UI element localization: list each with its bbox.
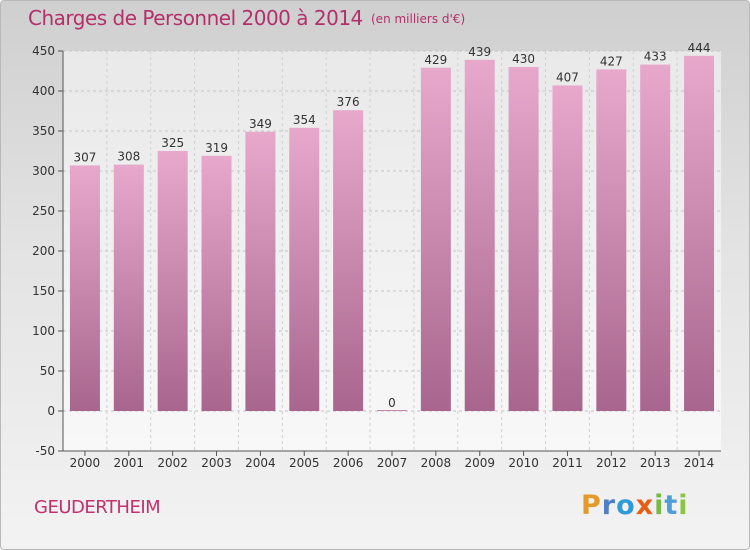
data-label-2003: 319	[205, 141, 228, 155]
y-tick-label: -50	[35, 444, 55, 458]
bar-2008	[420, 67, 451, 412]
data-label-2014: 444	[688, 41, 711, 55]
bar-2010	[508, 67, 539, 411]
x-tick-label-2006: 2006	[333, 456, 364, 470]
logo-letter: i	[654, 490, 665, 521]
y-tick-label: 350	[32, 124, 55, 138]
town-name: GEUDERTHEIM	[34, 497, 161, 518]
x-tick-label-2004: 2004	[245, 456, 276, 470]
y-tick-label: 250	[32, 204, 55, 218]
logo-letter: P	[581, 490, 602, 521]
x-tick-label-2014: 2014	[684, 456, 715, 470]
logo-letter: i	[678, 490, 689, 521]
bar-2013	[640, 64, 671, 411]
y-tick-label: 0	[47, 404, 55, 418]
x-tick-label-2007: 2007	[377, 456, 408, 470]
data-label-2004: 349	[249, 117, 272, 131]
y-tick-label: 300	[32, 164, 55, 178]
bar-2005	[289, 127, 320, 412]
bar-2001	[113, 164, 144, 411]
bar-2006	[333, 110, 364, 411]
data-label-2009: 439	[468, 45, 491, 59]
chart-title: Charges de Personnel 2000 à 2014	[28, 6, 363, 30]
y-tick-label: 50	[40, 364, 55, 378]
bar-2007	[377, 410, 407, 411]
data-label-2007: 0	[388, 396, 396, 410]
bar-2014	[684, 55, 715, 412]
bar-2000	[69, 165, 100, 411]
y-tick-label: 200	[32, 244, 55, 258]
data-label-2006: 376	[337, 95, 360, 109]
x-tick-label-2003: 2003	[201, 456, 232, 470]
x-tick-label-2013: 2013	[640, 456, 671, 470]
bar-2009	[464, 59, 495, 412]
bar-2012	[596, 69, 627, 412]
x-tick-label-2005: 2005	[289, 456, 320, 470]
bar-2003	[201, 155, 232, 411]
axes: -50 0 50 100 150 200 250 300 350 400 450 2000 2001 20…	[32, 44, 721, 470]
proxiti-logo[interactable]: Proxiti	[581, 490, 689, 521]
x-tick-label-2000: 2000	[70, 456, 101, 470]
data-label-2010: 430	[512, 52, 535, 66]
y-tick-label: 400	[32, 84, 55, 98]
logo-letter: t	[664, 490, 679, 521]
x-tick-label-2011: 2011	[552, 456, 583, 470]
bar-2004	[245, 131, 276, 412]
bar-2002	[157, 151, 188, 411]
x-tick-label-2012: 2012	[596, 456, 627, 470]
x-tick-label-2009: 2009	[464, 456, 495, 470]
bar-2011	[552, 85, 583, 412]
data-label-2012: 427	[600, 54, 623, 68]
data-label-2005: 354	[293, 113, 316, 127]
data-labels: 307 308 325 319 349 354 376 0 429 439 430 407 427 433…	[73, 41, 710, 410]
x-tick-label-2001: 2001	[114, 456, 145, 470]
bars	[69, 55, 715, 412]
data-label-2013: 433	[644, 50, 667, 64]
data-label-2002: 325	[161, 136, 184, 150]
data-label-2001: 308	[117, 150, 140, 164]
y-tick-label: 450	[32, 44, 55, 58]
x-tick-label-2002: 2002	[157, 456, 188, 470]
logo-letter: r	[601, 490, 617, 521]
y-tick-label: 100	[32, 324, 55, 338]
data-label-2011: 407	[556, 70, 579, 84]
x-tick-label-2008: 2008	[421, 456, 452, 470]
data-label-2000: 307	[73, 150, 96, 164]
logo-letter: x	[635, 490, 655, 521]
x-tick-label-2010: 2010	[508, 456, 539, 470]
data-label-2008: 429	[424, 53, 447, 67]
chart-subtitle: (en milliers d'€)	[371, 12, 466, 26]
logo-letter: o	[616, 490, 636, 521]
y-tick-label: 150	[32, 284, 55, 298]
